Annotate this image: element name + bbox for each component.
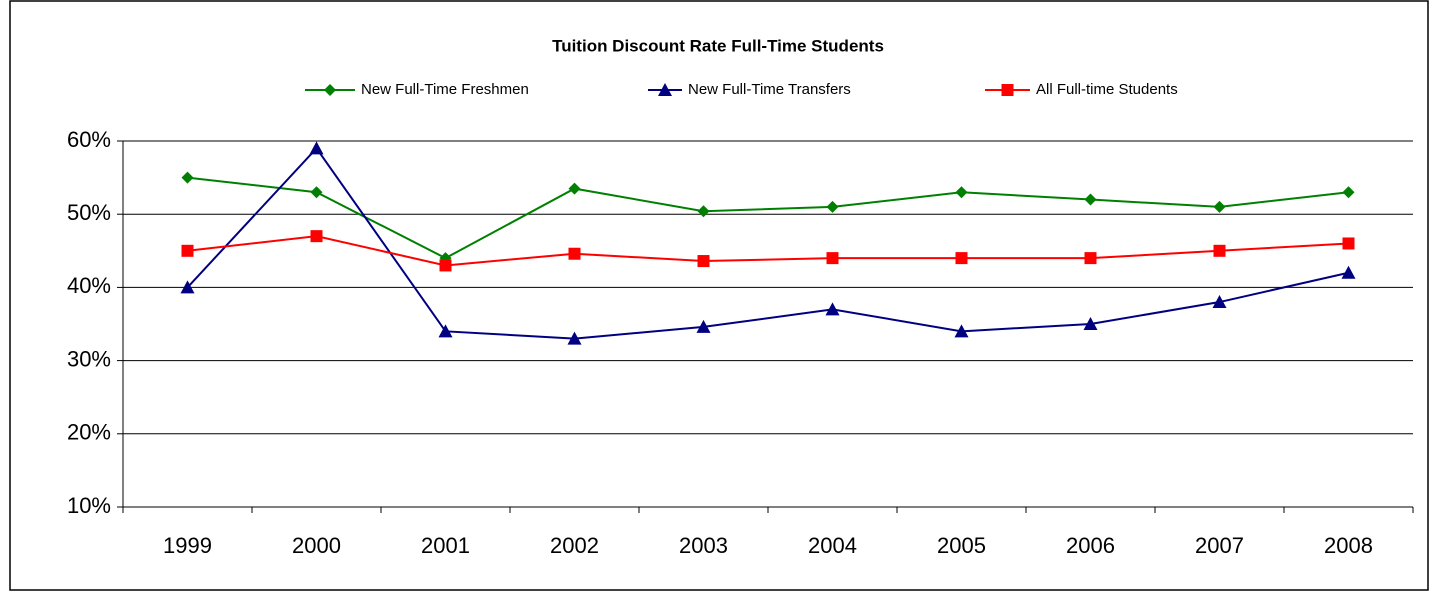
legend-marker	[1001, 84, 1014, 96]
data-point	[825, 302, 840, 316]
y-tick-label: 20%	[67, 420, 111, 445]
y-tick-label: 40%	[67, 273, 111, 298]
data-point	[955, 252, 968, 265]
data-point	[567, 331, 582, 345]
legend-label: All Full-time Students	[1036, 81, 1178, 98]
data-point	[955, 186, 968, 199]
series-line	[187, 176, 1349, 260]
data-point	[310, 186, 323, 199]
legend-marker	[324, 84, 336, 96]
data-point	[697, 255, 710, 268]
data-point	[954, 324, 969, 338]
x-tick-label: 2000	[292, 533, 341, 558]
data-point	[696, 319, 711, 333]
x-tick-label: 2002	[550, 533, 599, 558]
legend-marker	[658, 83, 672, 96]
series-line	[186, 146, 1349, 340]
data-point	[181, 244, 194, 257]
data-point	[439, 259, 452, 272]
y-tick-label: 60%	[67, 127, 111, 152]
data-point	[1342, 237, 1355, 250]
data-point	[1342, 186, 1355, 199]
data-point	[1083, 317, 1098, 330]
data-point	[310, 230, 323, 243]
data-point	[438, 324, 453, 338]
y-tick-label: 50%	[67, 200, 111, 225]
x-tick-label: 2005	[937, 533, 986, 558]
x-tick-label: 2007	[1195, 533, 1244, 558]
data-point	[1084, 193, 1097, 206]
data-point	[1084, 252, 1097, 265]
data-point	[309, 141, 324, 155]
x-tick-label: 2003	[679, 533, 728, 558]
x-tick-label: 2004	[808, 533, 857, 558]
data-point	[180, 280, 195, 294]
data-point	[568, 182, 581, 195]
legend-label: New Full-Time Transfers	[688, 81, 851, 98]
y-tick-label: 10%	[67, 493, 111, 518]
legend-label: New Full-Time Freshmen	[361, 81, 529, 98]
data-point	[1213, 244, 1226, 257]
data-point	[697, 205, 710, 218]
data-point	[1341, 265, 1356, 279]
data-point	[1212, 295, 1227, 309]
y-tick-label: 30%	[67, 346, 111, 371]
x-tick-label: 1999	[163, 533, 212, 558]
chart-border	[9, 0, 1429, 591]
chart-title: Tuition Discount Rate Full-Time Students	[552, 36, 884, 55]
data-point	[1213, 200, 1226, 213]
data-point	[826, 200, 839, 213]
data-point	[568, 247, 581, 260]
x-tick-label: 2006	[1066, 533, 1115, 558]
data-point	[826, 252, 839, 265]
series-line	[187, 235, 1349, 267]
x-tick-label: 2001	[421, 533, 470, 558]
data-point	[181, 171, 194, 184]
x-tick-label: 2008	[1324, 533, 1373, 558]
